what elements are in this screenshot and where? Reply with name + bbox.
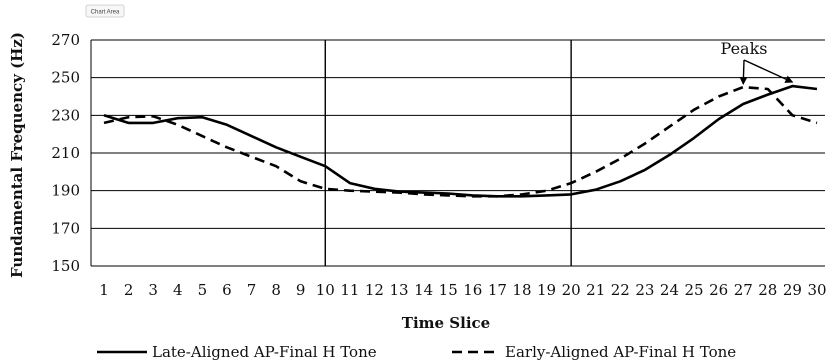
x-tick-label: 12 (365, 281, 384, 299)
x-tick-label: 9 (296, 281, 306, 299)
x-tick-label: 19 (537, 281, 556, 299)
peak-arrow-2 (743, 59, 794, 83)
legend-label-late-aligned: Late-Aligned AP-Final H Tone (152, 343, 377, 361)
x-tick-label: 25 (685, 281, 704, 299)
x-tick-label: 6 (222, 281, 232, 299)
y-tick-labels: 150 170 190 210 230 250 270 (51, 31, 80, 275)
x-tick-label: 24 (660, 281, 679, 299)
x-tick-label: 10 (316, 281, 335, 299)
y-tick-label: 250 (51, 69, 80, 87)
y-tick-label: 210 (51, 144, 80, 162)
x-tick-label: 13 (389, 281, 408, 299)
annotation-peaks: Peaks (721, 39, 768, 58)
legend: Late-Aligned AP-Final H Tone Early-Align… (97, 343, 736, 361)
y-tick-label: 270 (51, 31, 80, 49)
grid (90, 39, 825, 267)
chart-area-chip[interactable]: Chart Area (85, 4, 125, 18)
x-tick-label: 22 (611, 281, 630, 299)
legend-label-early-aligned: Early-Aligned AP-Final H Tone (505, 343, 736, 361)
x-tick-label: 26 (709, 281, 728, 299)
chart-area-label: Chart Area (91, 10, 120, 16)
y-axis-title: Fundamental Frequency (Hz) (8, 32, 26, 278)
x-tick-label: 7 (247, 281, 257, 299)
x-tick-label: 21 (586, 281, 605, 299)
y-tick-label: 190 (51, 182, 80, 200)
x-tick-label: 4 (173, 281, 183, 299)
x-tick-label: 18 (512, 281, 531, 299)
x-tick-label: 14 (414, 281, 433, 299)
x-tick-label: 2 (124, 281, 134, 299)
x-tick-label: 17 (488, 281, 507, 299)
x-tick-label: 15 (439, 281, 458, 299)
y-tick-label: 170 (51, 219, 80, 237)
series-line-early-aligned (103, 85, 818, 198)
x-tick-label: 16 (463, 281, 482, 299)
x-axis-title: Time Slice (402, 314, 490, 332)
x-tick-labels: 1 2 3 4 5 6 7 8 9 10 11 12 13 14 15 16 17 18 19 20 21 22 23 24 2… (99, 281, 826, 299)
x-tick-label: 1 (99, 281, 109, 299)
peak-arrow-1 (739, 59, 748, 86)
x-tick-label: 30 (807, 281, 826, 299)
series-line-late-aligned (103, 84, 818, 198)
y-tick-label: 230 (51, 106, 80, 124)
x-tick-label: 11 (340, 281, 359, 299)
y-tick-label: 150 (51, 257, 80, 275)
x-tick-label: 3 (148, 281, 158, 299)
x-tick-label: 28 (758, 281, 777, 299)
x-tick-label: 5 (198, 281, 208, 299)
x-tick-label: 23 (635, 281, 654, 299)
vertical-markers (324, 40, 572, 266)
peaks-annotation: Peaks (721, 39, 794, 86)
x-tick-label: 8 (271, 281, 281, 299)
x-tick-label: 27 (734, 281, 753, 299)
x-tick-label: 20 (562, 281, 581, 299)
series-lines (103, 84, 818, 198)
x-tick-label: 29 (783, 281, 802, 299)
